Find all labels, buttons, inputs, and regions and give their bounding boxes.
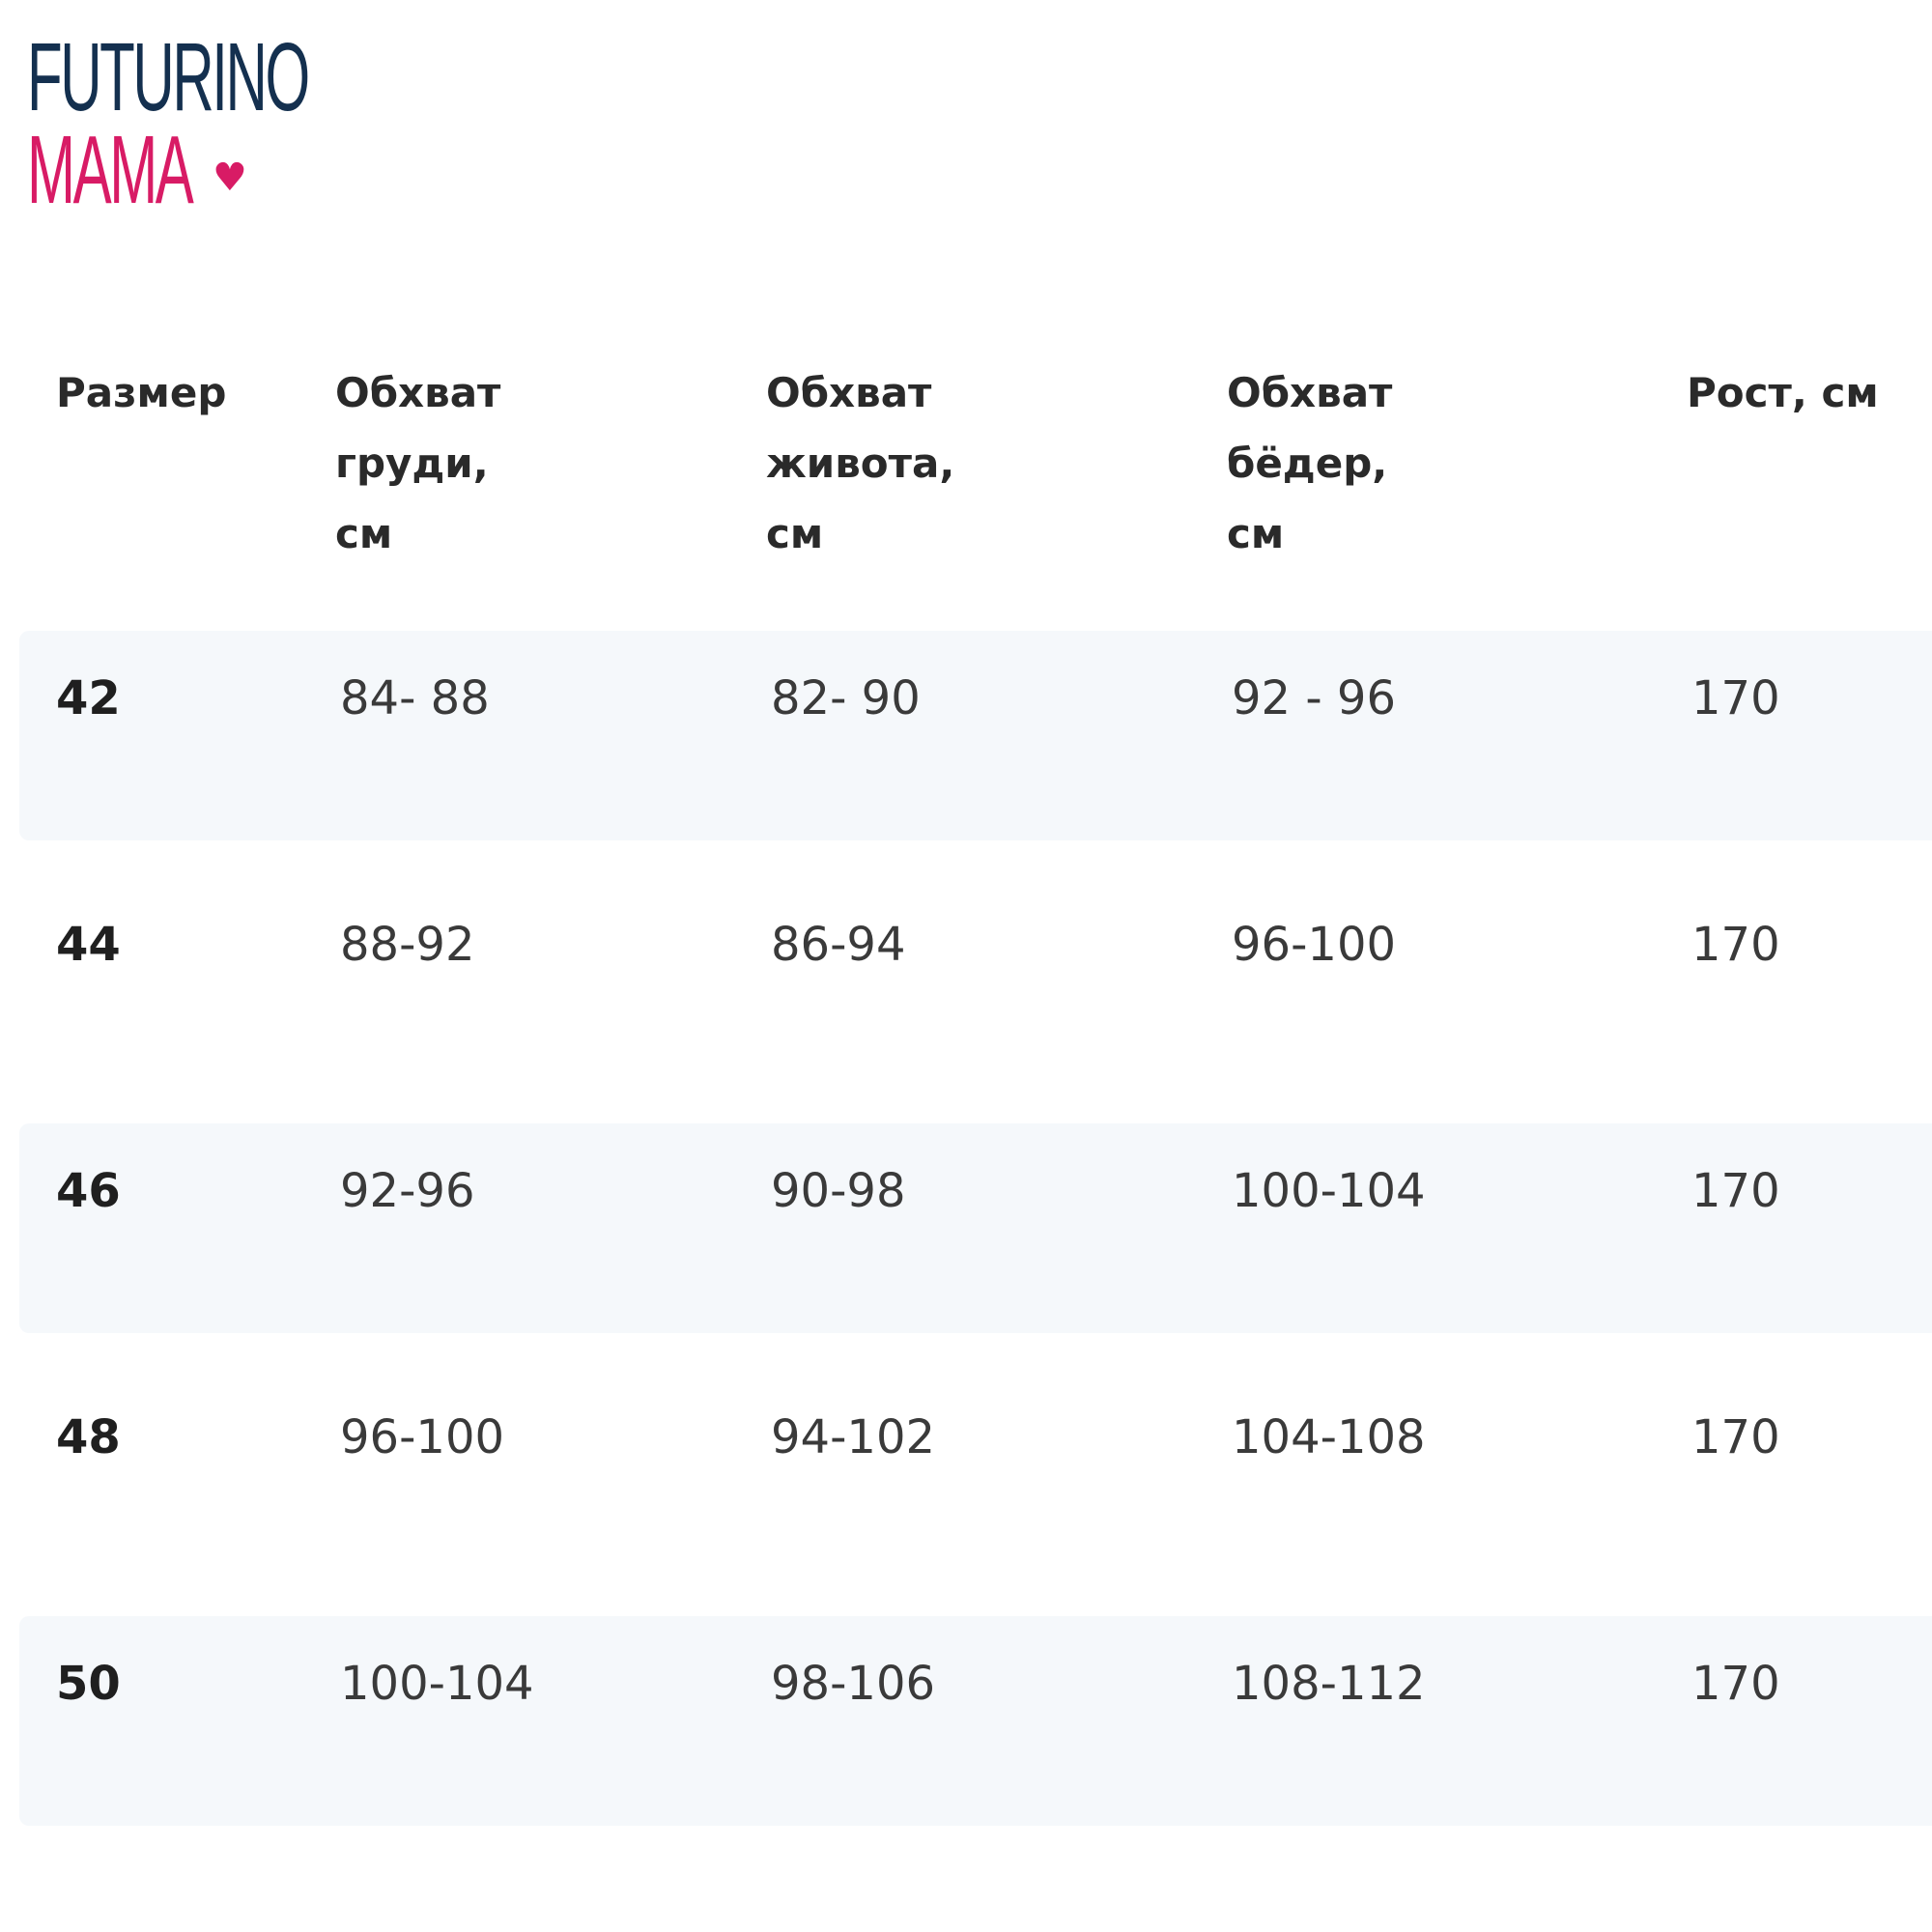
table-row-band bbox=[19, 631, 1932, 840]
measure-cell: 100-104 bbox=[340, 1657, 534, 1711]
measure-cell: 100-104 bbox=[1232, 1164, 1426, 1218]
brand-logo: FUTURINO MAMA ♥ bbox=[27, 23, 336, 228]
column-header-line: см bbox=[766, 510, 824, 557]
measure-cell: 108-112 bbox=[1232, 1657, 1426, 1711]
size-cell: 46 bbox=[56, 1164, 121, 1218]
column-header-line: бёдер, bbox=[1227, 440, 1388, 487]
measure-cell: 88-92 bbox=[340, 918, 475, 972]
measure-cell: 170 bbox=[1691, 918, 1780, 972]
measure-cell: 94-102 bbox=[771, 1410, 936, 1464]
table-row-band bbox=[19, 1616, 1932, 1826]
measure-cell: 86-94 bbox=[771, 918, 906, 972]
measure-cell: 84- 88 bbox=[340, 671, 490, 725]
measure-cell: 170 bbox=[1691, 1164, 1780, 1218]
measure-cell: 98-106 bbox=[771, 1657, 936, 1711]
heart-icon: ♥ bbox=[213, 156, 247, 200]
measure-cell: 104-108 bbox=[1232, 1410, 1426, 1464]
size-cell: 48 bbox=[56, 1410, 121, 1464]
measure-cell: 92-96 bbox=[340, 1164, 475, 1218]
table-row-band bbox=[19, 1123, 1932, 1333]
measure-cell: 92 - 96 bbox=[1232, 671, 1396, 725]
column-header-line: Обхват bbox=[335, 369, 501, 416]
column-header-line: Обхват bbox=[1227, 369, 1393, 416]
column-header-line: груди, bbox=[335, 440, 489, 487]
measure-cell: 90-98 bbox=[771, 1164, 906, 1218]
size-cell: 50 bbox=[56, 1657, 121, 1711]
logo-line-mama: MAMA bbox=[27, 116, 194, 224]
size-cell: 42 bbox=[56, 671, 121, 725]
column-header: Размер bbox=[56, 357, 226, 428]
size-cell: 44 bbox=[56, 918, 121, 972]
measure-cell: 170 bbox=[1691, 1410, 1780, 1464]
column-header-line: Размер bbox=[56, 369, 227, 416]
measure-cell: 170 bbox=[1691, 671, 1780, 725]
column-header-line: см bbox=[1227, 510, 1285, 557]
column-header: Обхват груди, см bbox=[335, 357, 500, 569]
column-header-line: Рост, см bbox=[1687, 369, 1879, 416]
column-header: Рост, см bbox=[1687, 357, 1879, 428]
column-header-line: живота, bbox=[766, 440, 955, 487]
measure-cell: 170 bbox=[1691, 1657, 1780, 1711]
measure-cell: 96-100 bbox=[1232, 918, 1397, 972]
measure-cell: 96-100 bbox=[340, 1410, 505, 1464]
column-header-line: см bbox=[335, 510, 393, 557]
column-header: Обхват живота, см bbox=[766, 357, 954, 569]
logo-line-futurino: FUTURINO bbox=[27, 23, 310, 131]
measure-cell: 82- 90 bbox=[771, 671, 921, 725]
column-header-line: Обхват bbox=[766, 369, 932, 416]
column-header: Обхват бёдер, см bbox=[1227, 357, 1392, 569]
